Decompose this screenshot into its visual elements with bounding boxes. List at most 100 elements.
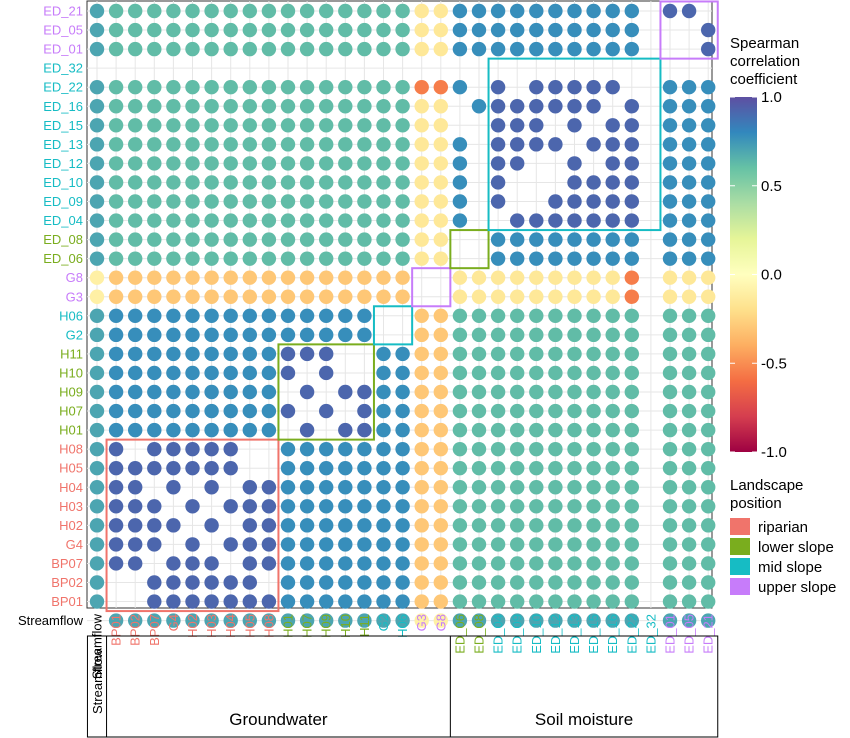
dot-BP02-ED_12 <box>548 575 563 590</box>
dot-G2-ED_13 <box>567 327 582 343</box>
dot-H05-H02 <box>185 461 200 476</box>
row-label-G4: G4 <box>66 537 83 552</box>
col-label-H08: H08 <box>261 614 276 638</box>
dot-H05-ED_04 <box>490 461 506 476</box>
col-label-ED_04: ED_04 <box>491 614 506 654</box>
dot-H07-Streamflow <box>89 403 105 419</box>
dot-G4-ED_01 <box>662 537 678 552</box>
dot-ED_22-ED_06 <box>452 80 468 95</box>
dot-ED_12-H10 <box>338 156 353 171</box>
dot-BP07-ED_09 <box>510 556 525 571</box>
dot-H05-ED_22 <box>624 461 639 476</box>
dot-H09-BP02 <box>128 384 143 400</box>
dot-H09-ED_16 <box>605 384 620 400</box>
dot-ED_13-ED_01 <box>662 137 678 152</box>
row-label-H01: H01 <box>59 423 83 438</box>
dot-H08-H02 <box>185 441 200 457</box>
dot-H06-ED_04 <box>490 308 506 323</box>
dot-ED_05-ED_08 <box>471 22 487 38</box>
dot-ED_06-H04 <box>223 251 238 266</box>
dot-G4-BP07 <box>147 537 162 552</box>
dot-H07-G8 <box>433 403 448 419</box>
row-label-H09: H09 <box>59 385 83 400</box>
dot-ED_04-ED_13 <box>567 213 582 228</box>
dot-H01-ED_04 <box>490 422 506 438</box>
dot-ED_21-ED_13 <box>567 3 582 19</box>
dot-H01-BP02 <box>128 422 143 438</box>
dot-ED_01-Streamflow <box>89 41 105 57</box>
dot-ED_12-G3 <box>414 156 429 171</box>
dot-H06-ED_15 <box>586 308 601 323</box>
dot-G4-H01 <box>280 537 296 552</box>
dot-H01-ED_09 <box>510 422 525 438</box>
dot-BP01-ED_06 <box>452 594 468 609</box>
dot-G3-H02 <box>185 289 200 304</box>
legend-swatch-mid-slope <box>730 558 750 575</box>
dot-G8-ED_08 <box>471 270 487 285</box>
dot-G8-Streamflow <box>89 270 105 285</box>
dot-ED_01-H02 <box>185 41 200 57</box>
dot-G4-ED_10 <box>529 537 544 552</box>
dot-ED_06-ED_21 <box>701 251 716 266</box>
dot-ED_10-H07 <box>299 175 315 190</box>
dot-ED_12-ED_21 <box>701 156 716 171</box>
dot-ED_01-H08 <box>261 41 277 57</box>
dot-H04-H05 <box>242 480 257 495</box>
row-label-G3: G3 <box>66 289 83 304</box>
col-label-H02: H02 <box>185 614 200 638</box>
block-lower-slope-4 <box>449 229 490 270</box>
dot-G3-ED_05 <box>681 289 697 304</box>
dot-H02-H05 <box>242 518 257 533</box>
dot-H04-H10 <box>338 480 353 495</box>
dot-BP02-ED_15 <box>586 575 601 590</box>
dot-BP07-H05 <box>242 556 257 571</box>
row-label-G2: G2 <box>66 327 83 342</box>
dot-H03-ED_01 <box>662 499 678 514</box>
dot-ED_01-ED_16 <box>605 41 620 57</box>
dot-H10-BP07 <box>147 365 162 381</box>
dot-H09-ED_21 <box>701 384 716 400</box>
dot-ED_05-ED_04 <box>490 22 506 38</box>
dot-ED_16-G2 <box>376 99 391 114</box>
dot-ED_15-ED_16 <box>605 118 620 133</box>
dot-ED_15-H04 <box>223 118 238 133</box>
dot-ED_08-ED_10 <box>529 232 544 247</box>
dot-G2-H10 <box>338 327 353 343</box>
dot-BP07-ED_06 <box>452 556 468 571</box>
dot-ED_09-ED_21 <box>701 194 716 209</box>
dot-H02-H11 <box>357 518 372 533</box>
dot-ED_12-H01 <box>280 156 296 171</box>
dot-H10-ED_13 <box>567 365 582 381</box>
dot-ED_05-H09 <box>319 22 334 38</box>
dot-G3-H09 <box>319 289 334 304</box>
row-label-ED_04: ED_04 <box>43 213 83 228</box>
dot-G8-H10 <box>338 270 353 285</box>
dot-ED_21-ED_12 <box>548 3 563 19</box>
dot-H05-G4 <box>166 461 181 476</box>
dot-G8-H11 <box>357 270 372 285</box>
dot-ED_15-G8 <box>433 118 448 133</box>
dot-G4-Streamflow <box>89 537 105 552</box>
dot-H09-H07 <box>299 384 315 400</box>
dot-ED_09-H01 <box>280 194 296 209</box>
dot-ED_10-ED_16 <box>605 175 620 190</box>
colorbar-label-0: 1.0 <box>761 89 782 106</box>
dot-H11-H04 <box>223 346 238 362</box>
dot-H06-H11 <box>357 308 372 323</box>
dot-ED_10-ED_13 <box>567 175 582 190</box>
dot-H02-H10 <box>338 518 353 533</box>
dot-BP01-H01 <box>280 594 296 609</box>
dot-Streamflow-ED_13 <box>567 613 582 628</box>
dot-H02-H01 <box>280 518 296 533</box>
dot-H04-ED_09 <box>510 480 525 495</box>
dot-ED_08-ED_04 <box>490 232 506 247</box>
dot-ED_05-H02 <box>185 22 200 38</box>
dot-ED_08-ED_22 <box>624 232 639 247</box>
dot-H03-ED_06 <box>452 499 468 514</box>
dot-H01-G3 <box>414 422 429 438</box>
dot-Streamflow-ED_09 <box>510 613 525 628</box>
dot-H09-H04 <box>223 384 238 400</box>
dot-H09-H11 <box>357 384 372 400</box>
dot-BP01-ED_01 <box>662 594 678 609</box>
dot-ED_04-H11 <box>357 213 372 228</box>
